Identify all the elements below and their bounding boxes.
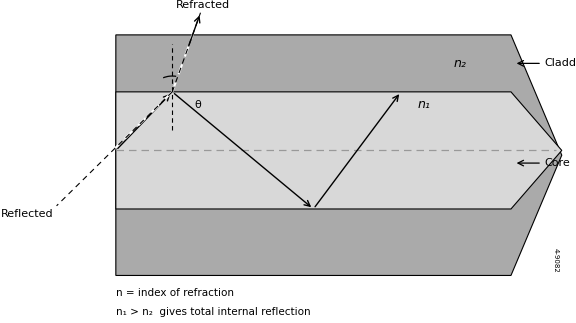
Polygon shape (116, 92, 562, 209)
Text: n₁: n₁ (418, 98, 431, 111)
Text: n = index of refraction: n = index of refraction (116, 288, 234, 298)
Text: Reflected: Reflected (1, 209, 54, 219)
Text: 4-9082: 4-9082 (553, 247, 559, 272)
Text: θ: θ (194, 99, 201, 109)
Text: Core: Core (545, 158, 571, 168)
Text: n₁ > n₂  gives total internal reflection: n₁ > n₂ gives total internal reflection (116, 307, 310, 317)
Polygon shape (116, 35, 562, 276)
Text: n₂: n₂ (454, 57, 467, 70)
Text: Cladding: Cladding (545, 58, 576, 68)
Text: Refracted: Refracted (176, 0, 230, 10)
